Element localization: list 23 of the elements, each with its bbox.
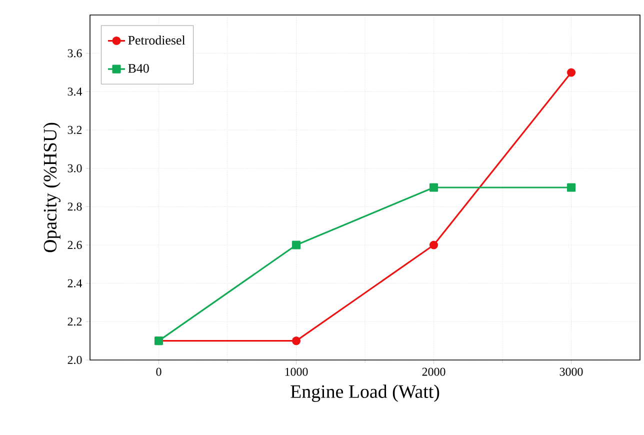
x-tick-label: 3000 — [560, 368, 583, 376]
x-tick-label: 2000 — [422, 368, 446, 376]
x-tick-label: 1000 — [285, 368, 308, 376]
y-tick-label: 2.2 — [68, 318, 82, 326]
y-tick-label: 2.8 — [68, 202, 82, 211]
x-axis-title: Engine Load (Watt) — [290, 384, 440, 402]
y-tick-label: 3.6 — [68, 49, 82, 58]
y-tick-label: 2.6 — [68, 240, 82, 250]
y-tick-label: 3.2 — [68, 126, 82, 134]
y-axis-title: Opacity (%HSU) — [43, 122, 60, 252]
point — [566, 68, 576, 77]
point — [292, 240, 301, 250]
y-tick-label: 3.4 — [68, 88, 82, 96]
legend-label: Petrodiesel — [128, 36, 186, 45]
point — [429, 183, 438, 192]
point — [292, 336, 301, 346]
y-tick-label: 2.4 — [68, 279, 82, 288]
legend-label: B40 — [128, 64, 149, 73]
point — [566, 183, 576, 192]
y-tick-label: 2.0 — [68, 356, 82, 364]
point — [429, 240, 438, 250]
y-tick-label: 3.0 — [68, 164, 82, 172]
x-tick-label: 0 — [156, 368, 162, 376]
